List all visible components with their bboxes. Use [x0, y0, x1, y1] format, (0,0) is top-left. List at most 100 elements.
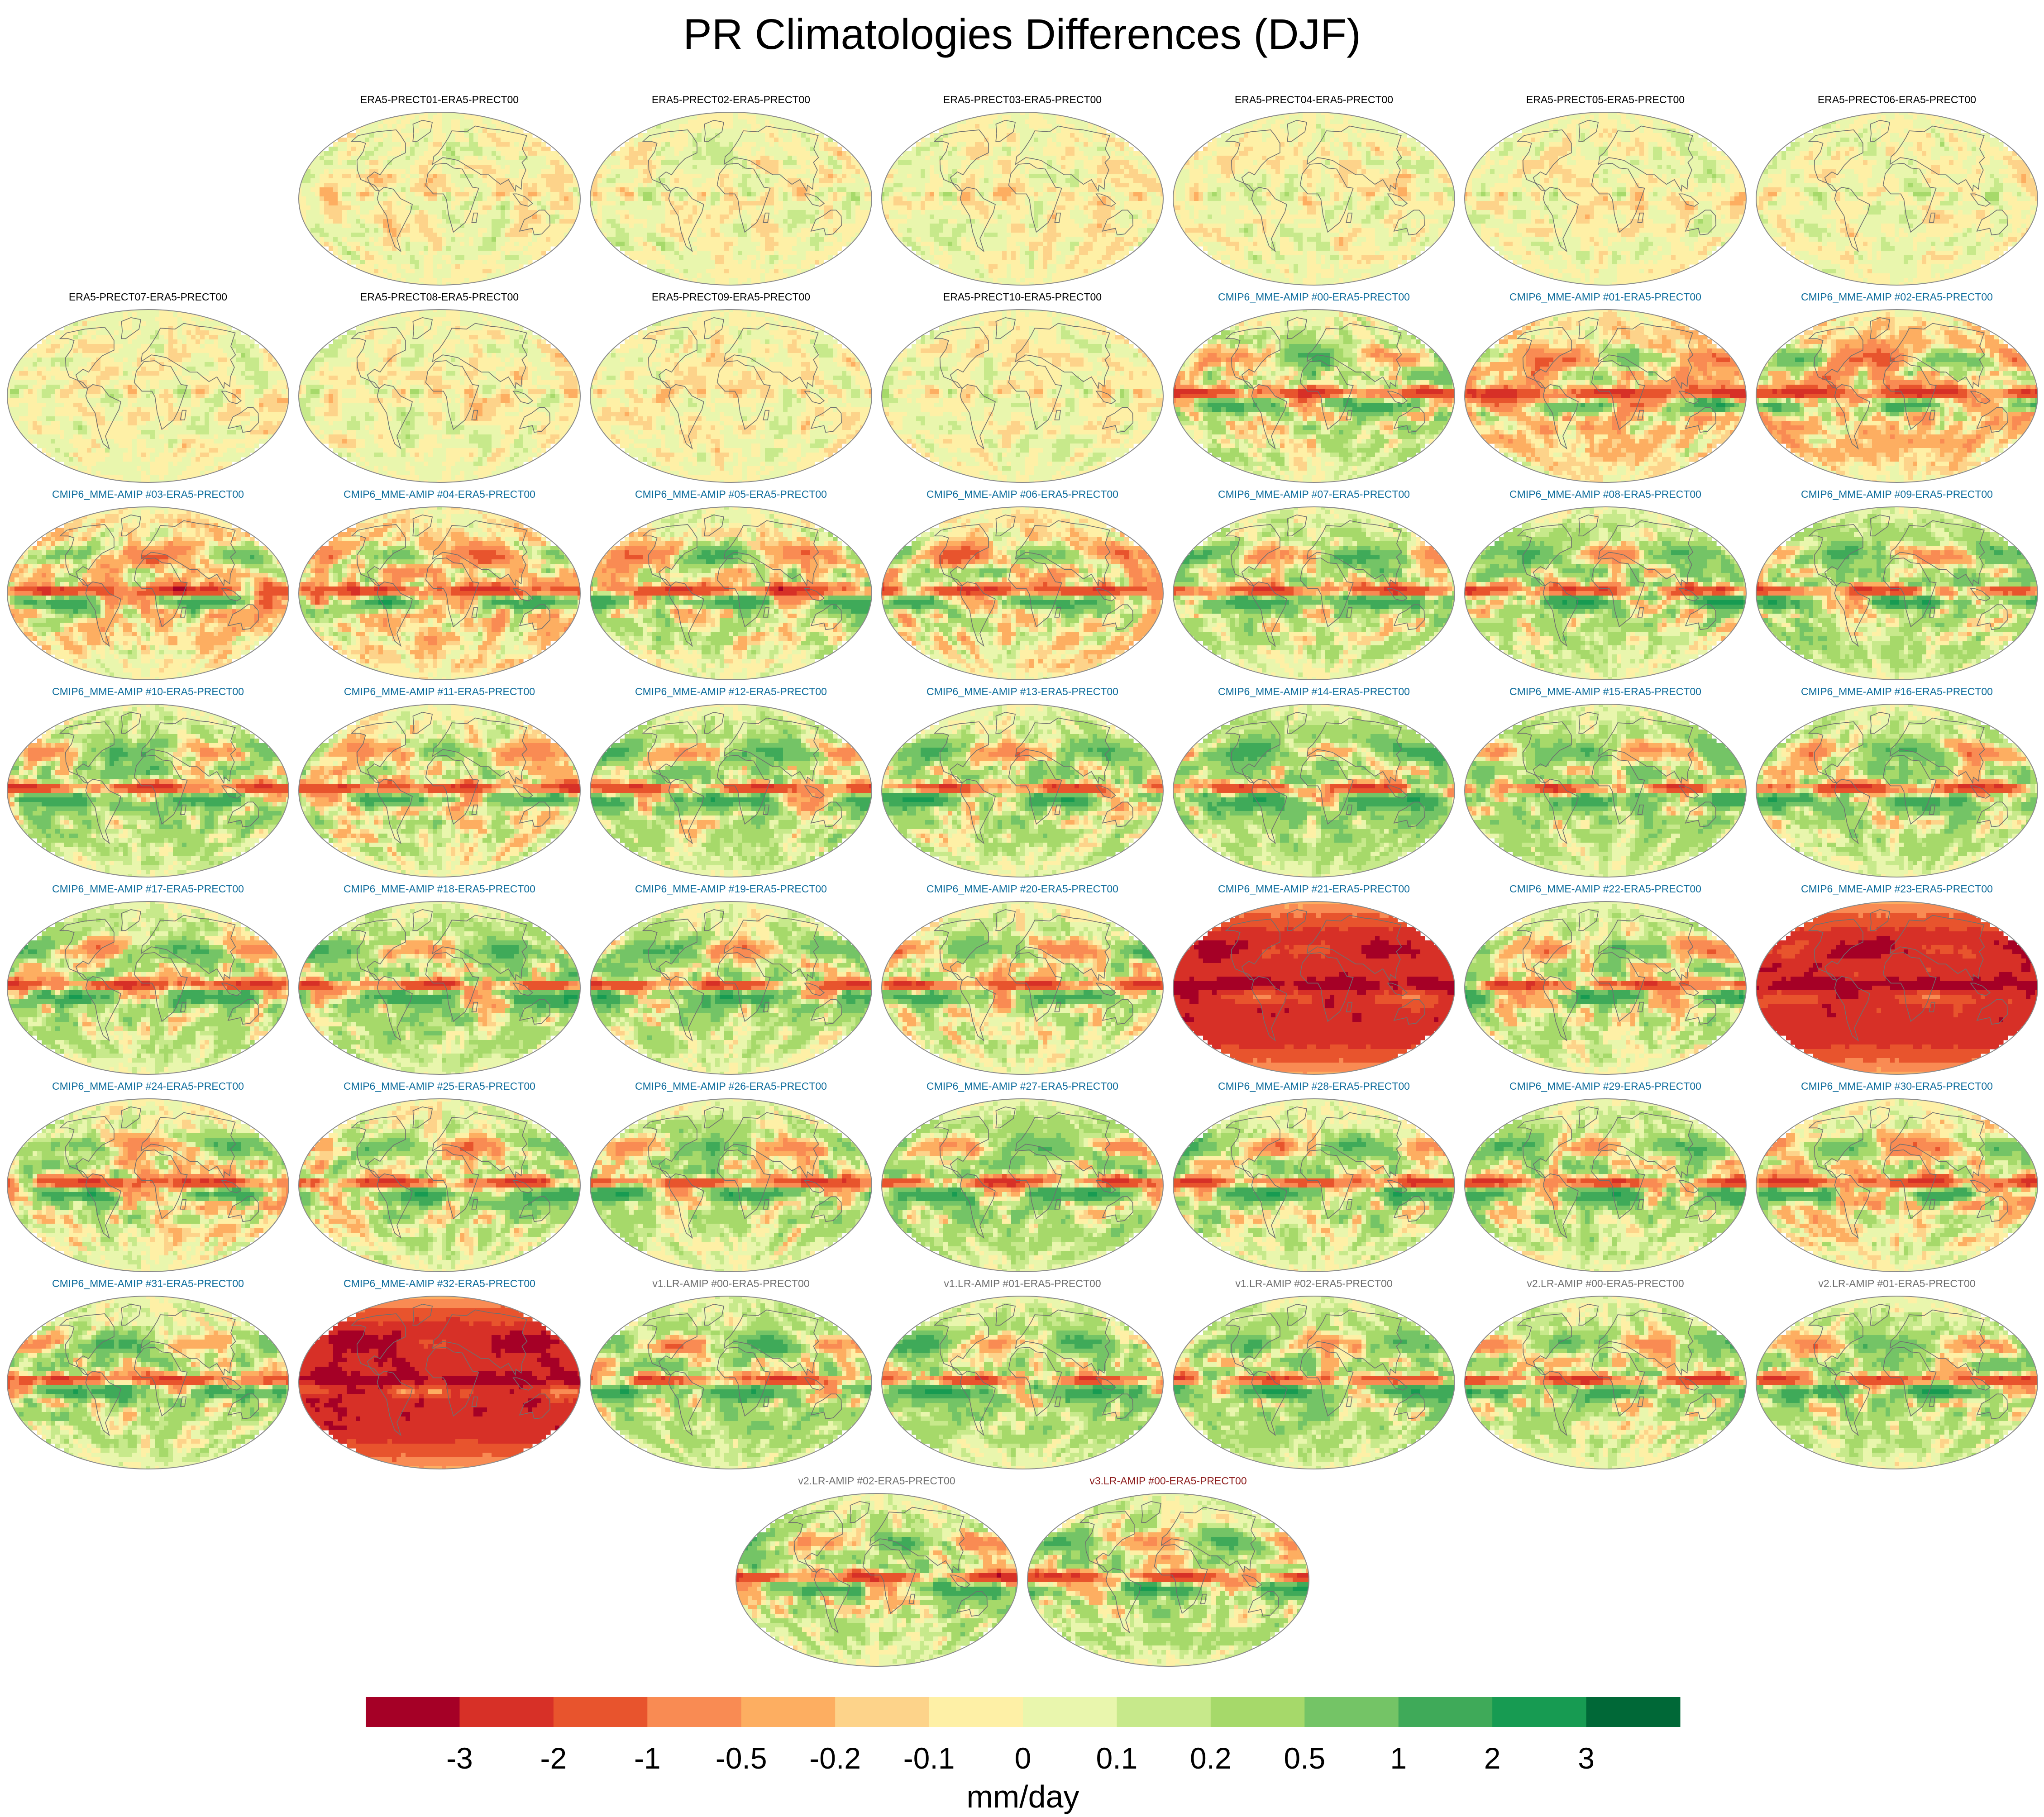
heatmap-cell: [1084, 156, 1089, 161]
heatmap-cell: [683, 264, 688, 269]
heatmap-cell: [760, 138, 765, 143]
heatmap-cell: [537, 183, 542, 188]
map-panel: ERA5-PRECT03-ERA5-PRECT00: [880, 91, 1165, 287]
heatmap-cell: [424, 228, 429, 233]
heatmap-cell: [647, 215, 652, 219]
heatmap-cell: [329, 228, 334, 233]
heatmap-cell: [442, 165, 447, 170]
heatmap-cell: [433, 246, 438, 251]
heatmap-cell: [451, 233, 456, 238]
heatmap-cell: [1029, 115, 1034, 120]
heatmap-cell: [1016, 119, 1021, 124]
heatmap-cell: [1034, 192, 1039, 197]
heatmap-cell: [478, 183, 483, 188]
heatmap-cell: [528, 192, 533, 197]
heatmap-cell: [324, 183, 329, 188]
heatmap-cell: [578, 174, 583, 179]
heatmap-cell: [1052, 192, 1057, 197]
heatmap-cell: [460, 260, 465, 265]
heatmap-cell: [1124, 196, 1129, 201]
heatmap-cell: [742, 215, 747, 219]
heatmap-cell: [528, 237, 533, 242]
heatmap-cell: [437, 133, 442, 138]
heatmap-cell: [756, 115, 761, 120]
heatmap-cell: [747, 237, 752, 242]
heatmap-cell: [611, 210, 616, 215]
heatmap-cell: [550, 205, 555, 210]
heatmap-cell: [1043, 192, 1048, 197]
heatmap-cell: [747, 187, 752, 192]
heatmap-cell: [607, 169, 611, 174]
heatmap-cell: [720, 246, 725, 251]
heatmap-cell: [451, 251, 456, 256]
heatmap-cell: [442, 187, 447, 192]
heatmap-cell: [433, 233, 438, 238]
heatmap-cell: [523, 187, 528, 192]
heatmap-cell: [810, 215, 815, 219]
heatmap-cell: [724, 233, 729, 238]
heatmap-cell: [602, 183, 607, 188]
heatmap-cell: [333, 187, 338, 192]
heatmap-cell: [715, 169, 720, 174]
heatmap-cell: [406, 192, 411, 197]
heatmap-cell: [720, 219, 725, 224]
heatmap-cell: [948, 183, 953, 188]
heatmap-cell: [496, 196, 501, 201]
heatmap-cell: [1056, 151, 1061, 156]
heatmap-cell: [828, 174, 833, 179]
heatmap-cell: [751, 210, 756, 215]
heatmap-cell: [446, 269, 451, 274]
heatmap-cell: [1075, 142, 1079, 147]
heatmap-cell: [1088, 192, 1093, 197]
heatmap-cell: [342, 219, 347, 224]
heatmap-cell: [501, 260, 506, 265]
heatmap-cell: [738, 142, 743, 147]
heatmap-cell: [884, 205, 889, 210]
heatmap-cell: [783, 160, 788, 165]
heatmap-cell: [661, 210, 666, 215]
heatmap-cell: [446, 260, 451, 265]
heatmap-cell: [643, 169, 648, 174]
heatmap-cell: [496, 165, 501, 170]
heatmap-cell: [851, 192, 856, 197]
heatmap-cell: [774, 156, 779, 161]
heatmap-cell: [765, 147, 770, 152]
heatmap-cell: [338, 165, 343, 170]
heatmap-cell: [1002, 196, 1007, 201]
heatmap-cell: [778, 178, 783, 183]
heatmap-cell: [720, 178, 725, 183]
heatmap-cell: [801, 233, 806, 238]
heatmap-cell: [702, 251, 707, 256]
heatmap-cell: [437, 228, 442, 233]
heatmap-cell: [760, 142, 765, 147]
heatmap-cell: [333, 147, 338, 152]
heatmap-cell: [487, 178, 492, 183]
heatmap-cell: [747, 215, 752, 219]
heatmap-cell: [482, 147, 487, 152]
heatmap-cell: [374, 237, 379, 242]
heatmap-cell: [652, 215, 657, 219]
heatmap-cell: [747, 169, 752, 174]
heatmap-cell: [401, 165, 406, 170]
heatmap-cell: [692, 251, 697, 256]
heatmap-cell: [496, 260, 501, 265]
heatmap-cell: [451, 278, 456, 283]
heatmap-cell: [356, 210, 361, 215]
heatmap-cell: [424, 237, 429, 242]
heatmap-cell: [424, 205, 429, 210]
heatmap-cell: [555, 187, 560, 192]
heatmap-cell: [469, 151, 474, 156]
heatmap-cell: [828, 187, 833, 192]
heatmap-cell: [783, 124, 788, 129]
heatmap-cell: [966, 119, 971, 124]
heatmap-cell: [329, 242, 334, 247]
heatmap-cell: [1088, 133, 1093, 138]
heatmap-cell: [674, 233, 679, 238]
heatmap-cell: [324, 192, 329, 197]
heatmap-cell: [419, 192, 424, 197]
heatmap-cell: [824, 219, 829, 224]
heatmap-cell: [597, 178, 602, 183]
heatmap-cell: [738, 255, 743, 260]
heatmap-cell: [510, 169, 515, 174]
heatmap-cell: [464, 278, 469, 283]
